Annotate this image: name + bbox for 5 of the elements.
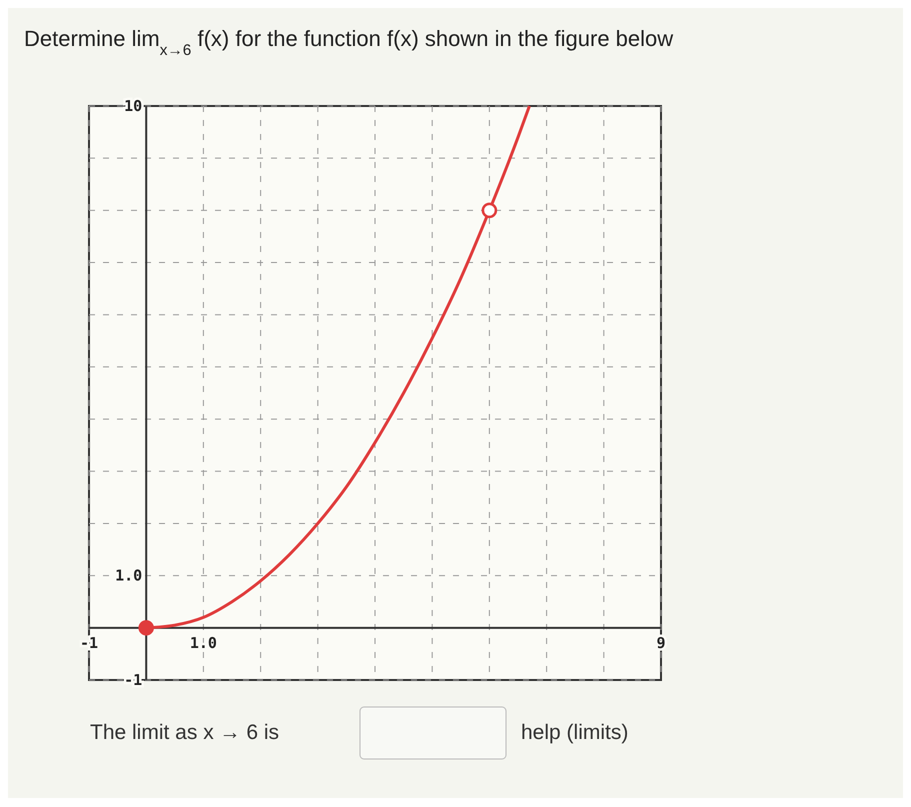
text: The limit as x → 6 is: [90, 721, 280, 744]
x-tick-label: 1.0: [190, 634, 217, 652]
y-tick-label: 1.0: [115, 566, 142, 585]
chart-title: Determine lim$_{x→6}$ f(x) for the function f(x) shown in the figure below: [24, 26, 674, 59]
text: help (limits): [521, 721, 628, 744]
